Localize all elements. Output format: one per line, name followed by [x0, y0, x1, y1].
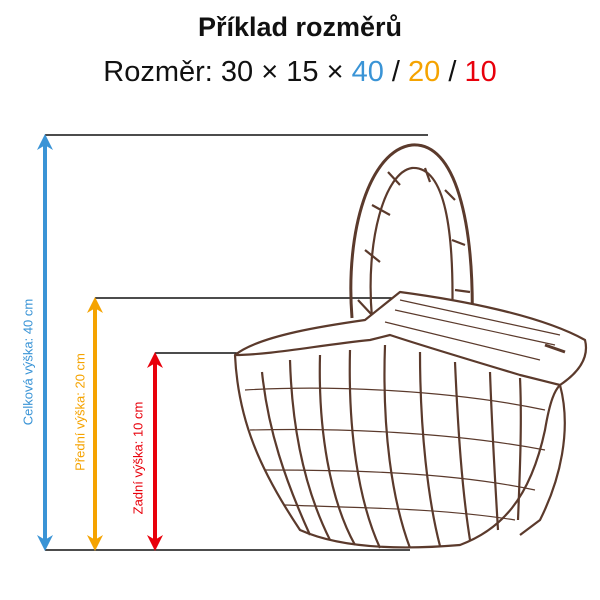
page-title: Příklad rozměrů [197, 12, 403, 42]
separator: × [253, 56, 287, 88]
separator: × [318, 56, 352, 88]
front-height-value: 20 [408, 56, 441, 88]
front-height-label: Přední výška: 20 cm [72, 353, 88, 471]
back-height-label: Zadní výška: 10 cm [130, 401, 146, 515]
length-value: 30 [220, 56, 254, 88]
dimension-prefix: Rozměr: [103, 56, 221, 88]
dimension-line: Rozměr: 30 × 15 × 40 / 20 / 10 [0, 56, 600, 89]
separator: / [383, 56, 409, 88]
back-height-value: 10 [464, 56, 497, 88]
total-height-label: Celková výška: 40 cm [20, 298, 36, 426]
basket-sketch [233, 143, 588, 549]
reference-lines [45, 134, 428, 551]
separator: / [440, 56, 465, 88]
total-height-value: 40 [351, 56, 384, 88]
width-value: 15 [286, 56, 319, 88]
